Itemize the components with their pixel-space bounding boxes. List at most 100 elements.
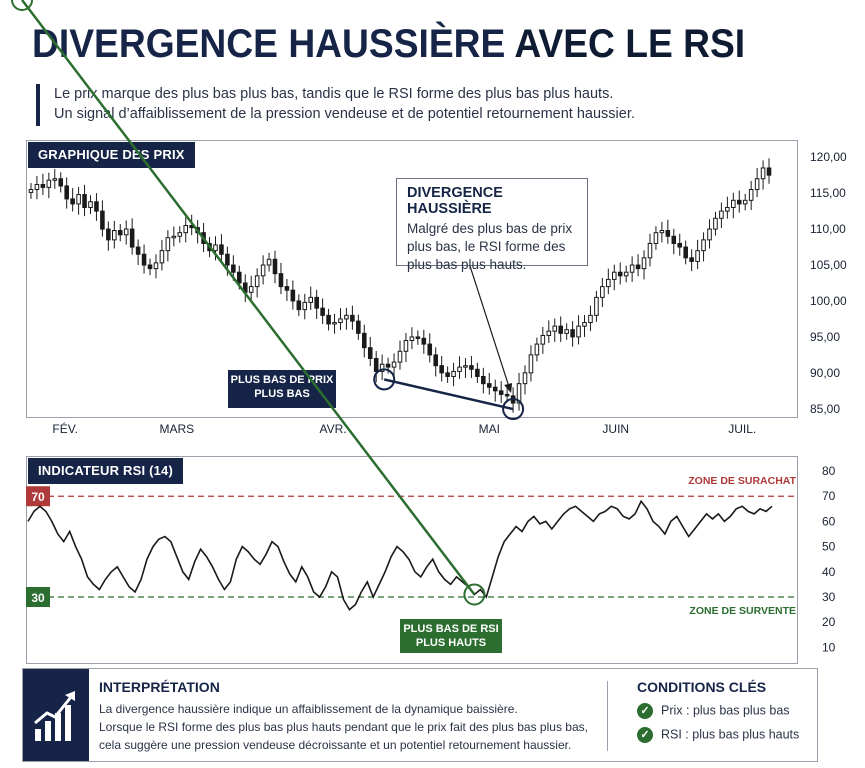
price-candle-body bbox=[338, 318, 343, 324]
rsi-level-30-badge bbox=[26, 587, 50, 608]
callout-title: DIVERGENCE HAUSSIÈRE bbox=[407, 185, 503, 217]
price-candle-body bbox=[427, 343, 433, 356]
price-candle-body bbox=[278, 273, 284, 288]
price-candle-body bbox=[40, 184, 46, 188]
price-candle-body bbox=[308, 296, 314, 303]
price-candle-body bbox=[588, 314, 593, 324]
price-candle-body bbox=[403, 340, 409, 352]
rsi-lows-label: PLUS BAS DE RSI PLUS HAUTS bbox=[400, 619, 502, 653]
price-candle-body bbox=[594, 296, 599, 316]
price-candle-body bbox=[219, 244, 224, 255]
price-candle-body bbox=[546, 330, 552, 336]
price-candle-body bbox=[373, 357, 379, 372]
price-candle-body bbox=[481, 375, 486, 385]
price-candle-body bbox=[272, 258, 278, 275]
price-candle-body bbox=[665, 230, 671, 237]
price-candle-body bbox=[623, 271, 629, 277]
price-candle-body bbox=[356, 320, 361, 334]
price-candle-body bbox=[689, 257, 694, 262]
price-low-marker bbox=[373, 368, 396, 391]
price-candle-body bbox=[159, 250, 165, 264]
price-candle-body bbox=[564, 329, 569, 334]
price-candle-body bbox=[469, 365, 474, 370]
price-candle-body bbox=[635, 264, 641, 270]
rsi-series-line bbox=[27, 499, 773, 611]
price-candle-body bbox=[183, 224, 189, 234]
price-low-marker bbox=[502, 398, 525, 421]
price-candle-body bbox=[742, 199, 748, 205]
price-candle-body bbox=[683, 246, 688, 259]
price-y-tick-label: 120,00 bbox=[810, 150, 847, 164]
price-candle-body bbox=[123, 228, 129, 236]
interpretation-panel: INTERPRÉTATION La divergence haussière i… bbox=[22, 668, 818, 762]
callout-arrow-head bbox=[504, 383, 513, 394]
price-candle-body bbox=[653, 232, 659, 244]
price-candle-body bbox=[171, 235, 177, 239]
price-candle-body bbox=[52, 178, 58, 181]
price-candle-body bbox=[647, 242, 653, 259]
price-y-tick-label: 105,00 bbox=[810, 258, 847, 272]
price-candle-body bbox=[225, 253, 230, 266]
rsi-level-70-label: 70 bbox=[31, 490, 45, 504]
condition-label: RSI : plus bas plus hauts bbox=[661, 727, 800, 742]
price-candle-body bbox=[254, 275, 260, 288]
price-y-tick-label: 95,00 bbox=[810, 330, 840, 344]
price-candle-body bbox=[725, 207, 730, 212]
price-candle-body bbox=[552, 325, 558, 332]
price-candle-body bbox=[177, 232, 183, 237]
price-x-tick-label: JUIN bbox=[602, 422, 629, 436]
price-candle-body bbox=[147, 264, 153, 270]
interpretation-line3: cela suggère une pression vendeuse décro… bbox=[99, 738, 572, 752]
price-candle-body bbox=[409, 336, 415, 342]
price-candle-body bbox=[760, 167, 766, 180]
price-candle-body bbox=[498, 390, 504, 395]
rsi-divergence-line bbox=[21, 0, 476, 596]
intro-line1: Le prix marque des plus bas plus bas, ta… bbox=[54, 86, 614, 102]
conditions-title: CONDITIONS CLÉS bbox=[637, 679, 767, 695]
price-candle-body bbox=[70, 198, 75, 205]
price-x-tick-label: FÉV. bbox=[52, 421, 78, 436]
price-y-tick-label: 90,00 bbox=[810, 366, 840, 380]
rsi-y-tick-label: 40 bbox=[822, 565, 836, 579]
price-candle-body bbox=[320, 307, 325, 316]
price-candle-body bbox=[64, 185, 69, 200]
price-candle-body bbox=[582, 322, 587, 327]
price-candle-body bbox=[522, 372, 528, 385]
price-x-tick-label: JUIL. bbox=[728, 422, 756, 436]
price-candle-body bbox=[213, 244, 218, 252]
price-candle-body bbox=[397, 350, 403, 363]
price-candle-body bbox=[463, 365, 468, 368]
price-candle-body bbox=[332, 322, 337, 325]
interpretation-line1: La divergence haussière indique un affai… bbox=[99, 702, 518, 716]
rsi-low-marker bbox=[463, 583, 486, 606]
callout-arrow bbox=[469, 265, 510, 388]
price-candle-body bbox=[754, 178, 760, 191]
price-candle-body bbox=[237, 271, 242, 284]
price-candle-body bbox=[457, 366, 462, 372]
price-candle-body bbox=[534, 343, 540, 356]
check-icon: ✓ bbox=[637, 727, 653, 743]
price-candle-body bbox=[504, 393, 510, 397]
rsi-y-tick-label: 60 bbox=[822, 514, 836, 528]
price-candle-body bbox=[415, 336, 421, 339]
rsi-y-tick-label: 80 bbox=[822, 464, 836, 478]
check-icon: ✓ bbox=[637, 703, 653, 719]
price-candle-body bbox=[314, 296, 319, 309]
price-candle-body bbox=[129, 228, 135, 248]
price-candle-body bbox=[600, 286, 605, 298]
price-candle-body bbox=[445, 372, 450, 377]
callout-line1: Malgré des plus bas de prix bbox=[407, 221, 573, 236]
price-candle-body bbox=[379, 363, 385, 372]
price-candle-body bbox=[421, 337, 427, 345]
condition-item-rsi: ✓ RSI : plus bas plus hauts bbox=[637, 727, 799, 743]
interpretation-text: La divergence haussière indique un affai… bbox=[99, 700, 588, 754]
price-candle-body bbox=[486, 383, 492, 388]
callout-line3: plus bas plus hauts. bbox=[407, 257, 527, 272]
oversold-zone-label: ZONE DE SURVENTE bbox=[689, 605, 796, 617]
price-candle-body bbox=[76, 194, 81, 205]
rsi-lows-label-line1: PLUS BAS DE RSI bbox=[403, 623, 499, 635]
price-candle-body bbox=[606, 278, 611, 288]
rsi-level-70-badge bbox=[26, 486, 50, 507]
intro-line2: Un signal d’affaiblissement de la pressi… bbox=[54, 106, 635, 122]
price-candle-body bbox=[34, 184, 40, 191]
